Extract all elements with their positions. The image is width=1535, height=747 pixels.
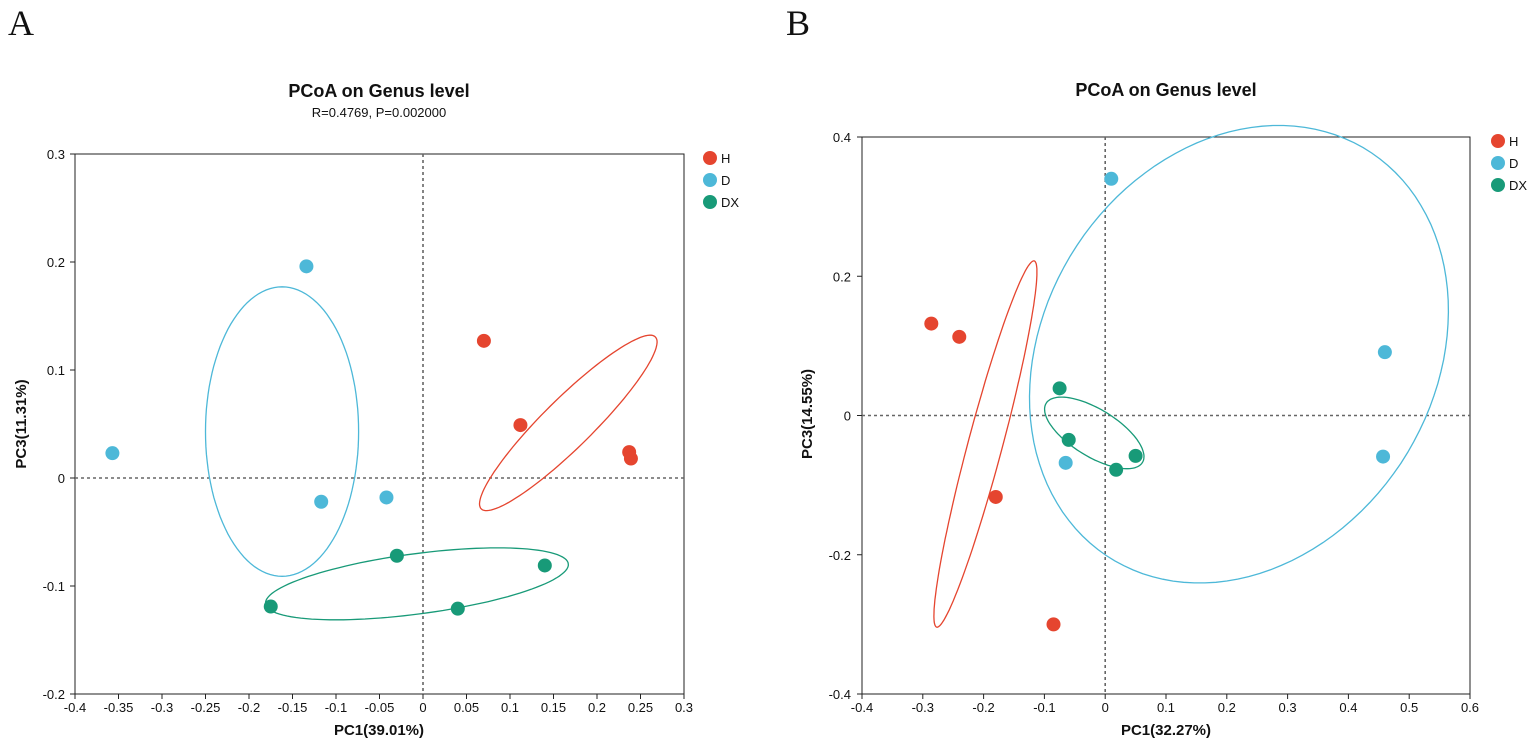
panel-b-ytick-label: -0.4 <box>829 687 851 702</box>
panel-b-xtick-label: -0.1 <box>1033 700 1055 715</box>
panel-a-ytick-label: -0.2 <box>43 687 65 702</box>
panel-b-legend-label-d: D <box>1509 156 1518 171</box>
panel-a-legend-label-dx: DX <box>721 195 739 210</box>
panel-b-point-h <box>924 316 939 331</box>
panel-b-xtick-label: -0.4 <box>851 700 873 715</box>
panel-b-point-dx <box>1061 432 1076 447</box>
panel-b-xtick-label: 0.6 <box>1461 700 1479 715</box>
panel-a-xtick-label: 0.2 <box>588 700 606 715</box>
panel-a-point-dx <box>537 558 552 573</box>
panel-a-ellipse-dx <box>264 547 569 621</box>
panel-b-xtick-label: -0.3 <box>912 700 934 715</box>
panel-a-xtick-label: 0.05 <box>454 700 479 715</box>
panel-a-title: PCoA on Genus level <box>288 81 469 101</box>
panel-b-ytick-label: -0.2 <box>829 548 851 563</box>
panel-b-point-h <box>952 329 967 344</box>
panel-a-xtick-label: -0.25 <box>191 700 221 715</box>
panel-a-letter: A <box>8 3 34 43</box>
panel-a-point-h <box>476 333 491 348</box>
panel-a-legend-marker-d <box>703 173 717 187</box>
panel-a-xtick-label: -0.2 <box>238 700 260 715</box>
panel-b-point-dx <box>1109 462 1124 477</box>
panel-a-xtick-label: 0 <box>419 700 426 715</box>
panel-a-ellipse-d <box>204 286 360 577</box>
panel-a-point-dx <box>389 548 404 563</box>
panel-b-xtick-label: 0.2 <box>1218 700 1236 715</box>
panel-b-xtick-label: 0.4 <box>1339 700 1357 715</box>
panel-a-legend-marker-dx <box>703 195 717 209</box>
panel-b-chart: PCoA on Genus level PC1(32.27%) PC3(14.5… <box>799 80 1527 739</box>
panel-b-point-h <box>1046 617 1061 632</box>
panel-a-point-d <box>299 259 314 274</box>
panel-b-legend-marker-dx <box>1491 178 1505 192</box>
panel-b-point-dx <box>1128 448 1143 463</box>
panel-b-letter: B <box>786 3 811 43</box>
panel-b-point-d <box>1376 449 1391 464</box>
panel-a-plot-frame <box>74 153 685 695</box>
panel-a-point-d <box>314 494 329 509</box>
panel-a-legend-marker-h <box>703 151 717 165</box>
panel-b-title: PCoA on Genus level <box>1075 80 1256 100</box>
panel-b-point-d <box>1104 171 1119 186</box>
panel-b-xtick-label: 0.5 <box>1400 700 1418 715</box>
panel-a-xtick-label: 0.1 <box>501 700 519 715</box>
panel-b-point-dx <box>1052 381 1067 396</box>
panel-b-ylabel: PC3(14.55%) <box>799 369 816 459</box>
panel-b-legend-label-h: H <box>1509 134 1518 149</box>
panel-a-xtick-label: 0.3 <box>675 700 693 715</box>
panel-b-xtick-label: -0.2 <box>972 700 994 715</box>
panel-b-ytick-label: 0 <box>844 409 851 424</box>
panel-b-legend-marker-h <box>1491 134 1505 148</box>
panel-a-ytick-label: 0.3 <box>47 147 65 162</box>
panel-b-point-h <box>988 489 1003 504</box>
panel-a-point-h <box>513 418 528 433</box>
panel-a-ytick-label: 0 <box>58 471 65 486</box>
panel-a-xlabel: PC1(39.01%) <box>334 722 424 739</box>
panel-a-xtick-label: -0.1 <box>325 700 347 715</box>
panel-b-xlabel: PC1(32.27%) <box>1121 722 1211 739</box>
panel-a-point-h <box>623 451 638 466</box>
panel-a-chart: PCoA on Genus level R=0.4769, P=0.002000… <box>13 81 739 739</box>
panel-b-legend-marker-d <box>1491 156 1505 170</box>
panel-a-ytick-label: 0.1 <box>47 363 65 378</box>
panel-a-legend-label-d: D <box>721 173 730 188</box>
panel-a-ytick-label: 0.2 <box>47 255 65 270</box>
panel-a-point-d <box>379 490 394 505</box>
panel-b-xtick-label: 0.3 <box>1279 700 1297 715</box>
panel-a-ellipse-h <box>478 334 658 512</box>
panel-a-xtick-label: 0.15 <box>541 700 566 715</box>
panel-b-xtick-label: 0 <box>1102 700 1109 715</box>
panel-a-point-dx <box>450 601 465 616</box>
panel-a-ytick-label: -0.1 <box>43 579 65 594</box>
panel-a-xtick-label: -0.35 <box>104 700 134 715</box>
panel-a-xtick-label: 0.25 <box>628 700 653 715</box>
panel-b-point-d <box>1058 455 1073 470</box>
panel-b-ytick-label: 0.2 <box>833 269 851 284</box>
panel-b-ellipse-dx <box>1043 396 1145 470</box>
panel-b-ellipse-h <box>933 260 1038 628</box>
panel-a-xtick-label: -0.4 <box>64 700 86 715</box>
panel-b-ellipse-d <box>1028 124 1450 584</box>
panel-a-xtick-label: -0.05 <box>365 700 395 715</box>
panel-a-xtick-label: -0.3 <box>151 700 173 715</box>
panel-b-legend-label-dx: DX <box>1509 178 1527 193</box>
panel-a-legend-label-h: H <box>721 151 730 166</box>
panel-a-point-dx <box>263 599 278 614</box>
panel-b-xtick-label: 0.1 <box>1157 700 1175 715</box>
panel-b-point-d <box>1377 345 1392 360</box>
panel-a-point-d <box>105 446 120 461</box>
panel-a-xtick-label: -0.15 <box>278 700 308 715</box>
panel-b-ytick-label: 0.4 <box>833 130 851 145</box>
panel-a-ylabel: PC3(11.31%) <box>13 379 30 468</box>
panel-a-subtitle: R=0.4769, P=0.002000 <box>312 105 446 120</box>
